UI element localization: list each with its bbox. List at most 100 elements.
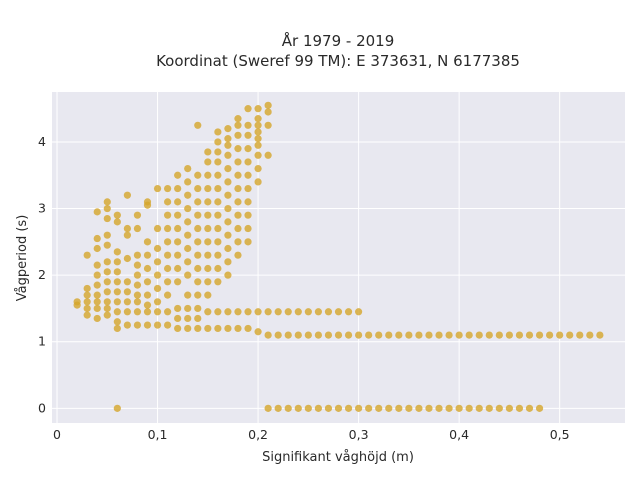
- data-point: [204, 158, 212, 166]
- data-point: [224, 204, 232, 213]
- data-point: [194, 171, 202, 179]
- data-point: [113, 211, 121, 219]
- data-point: [515, 404, 524, 412]
- data-point: [103, 311, 111, 319]
- data-point: [143, 308, 152, 316]
- data-point: [194, 314, 202, 323]
- data-point: [224, 178, 232, 186]
- data-point: [153, 298, 162, 306]
- data-point: [224, 125, 232, 133]
- data-point: [495, 331, 503, 339]
- data-point: [194, 324, 202, 333]
- data-point: [224, 151, 232, 159]
- data-point: [214, 238, 222, 246]
- data-point: [83, 304, 91, 313]
- data-point: [244, 105, 252, 113]
- data-point: [264, 101, 272, 109]
- data-point: [385, 404, 393, 412]
- data-point: [184, 244, 192, 253]
- data-point: [123, 231, 131, 239]
- data-point: [153, 284, 162, 293]
- data-point: [244, 224, 252, 233]
- data-point: [455, 404, 463, 412]
- y-tick-label: 2: [38, 267, 46, 282]
- data-point: [174, 314, 182, 323]
- data-point: [254, 141, 262, 149]
- data-point: [334, 308, 343, 316]
- data-point: [164, 238, 172, 246]
- data-point: [344, 308, 353, 316]
- data-point: [355, 331, 363, 339]
- data-point: [375, 404, 383, 412]
- data-point: [164, 184, 172, 193]
- data-point: [254, 105, 262, 113]
- data-point: [204, 278, 212, 286]
- data-point: [254, 178, 262, 186]
- data-point: [254, 128, 262, 136]
- data-point: [143, 301, 152, 309]
- data-point: [194, 121, 202, 129]
- data-point: [344, 331, 353, 339]
- data-point: [93, 298, 101, 306]
- data-point: [103, 258, 111, 266]
- data-point: [133, 211, 142, 219]
- data-point: [143, 251, 152, 259]
- data-point: [264, 151, 272, 159]
- data-point: [184, 304, 192, 313]
- data-point: [184, 324, 192, 333]
- data-point: [103, 268, 111, 276]
- data-point: [174, 171, 182, 179]
- data-point: [274, 308, 282, 316]
- data-point: [153, 258, 162, 266]
- data-point: [334, 404, 343, 412]
- data-point: [123, 288, 131, 296]
- data-point: [93, 281, 101, 289]
- data-point: [224, 191, 232, 199]
- data-point: [113, 288, 121, 296]
- data-point: [113, 278, 121, 286]
- data-point: [405, 331, 413, 339]
- data-point: [184, 271, 192, 279]
- y-tick-label: 1: [38, 334, 46, 349]
- data-point: [234, 308, 242, 316]
- data-point: [113, 248, 121, 256]
- data-point: [133, 298, 142, 306]
- data-point: [244, 184, 252, 193]
- data-point: [184, 178, 192, 186]
- data-point: [133, 251, 142, 259]
- x-tick-label: 0,4: [449, 427, 469, 442]
- data-point: [234, 184, 242, 193]
- data-point: [174, 278, 182, 286]
- data-point: [184, 314, 192, 323]
- data-point: [244, 131, 252, 139]
- data-point: [234, 145, 242, 153]
- data-point: [113, 298, 121, 306]
- x-tick-label: 0,2: [248, 427, 268, 442]
- data-point: [485, 331, 493, 339]
- data-point: [153, 308, 162, 316]
- data-point: [194, 304, 202, 313]
- data-point: [355, 404, 363, 412]
- data-point: [234, 121, 242, 129]
- data-point: [194, 211, 202, 219]
- data-point: [164, 291, 172, 299]
- data-point: [214, 198, 222, 206]
- data-point: [93, 304, 101, 313]
- data-point: [284, 331, 292, 339]
- data-point: [334, 331, 343, 339]
- data-point: [103, 204, 111, 213]
- data-point: [224, 258, 232, 266]
- data-point: [103, 278, 111, 286]
- data-point: [113, 258, 121, 266]
- data-point: [113, 318, 121, 326]
- x-tick-label: 0,5: [550, 427, 570, 442]
- data-point: [505, 331, 513, 339]
- data-point: [83, 291, 91, 299]
- data-point: [244, 145, 252, 153]
- data-point: [103, 288, 111, 296]
- data-point: [294, 308, 302, 316]
- y-tick-label: 0: [38, 400, 46, 415]
- data-point: [214, 251, 222, 259]
- chart-title-line2: Koordinat (Sweref 99 TM): E 373631, N 61…: [156, 52, 520, 70]
- data-point: [445, 404, 453, 412]
